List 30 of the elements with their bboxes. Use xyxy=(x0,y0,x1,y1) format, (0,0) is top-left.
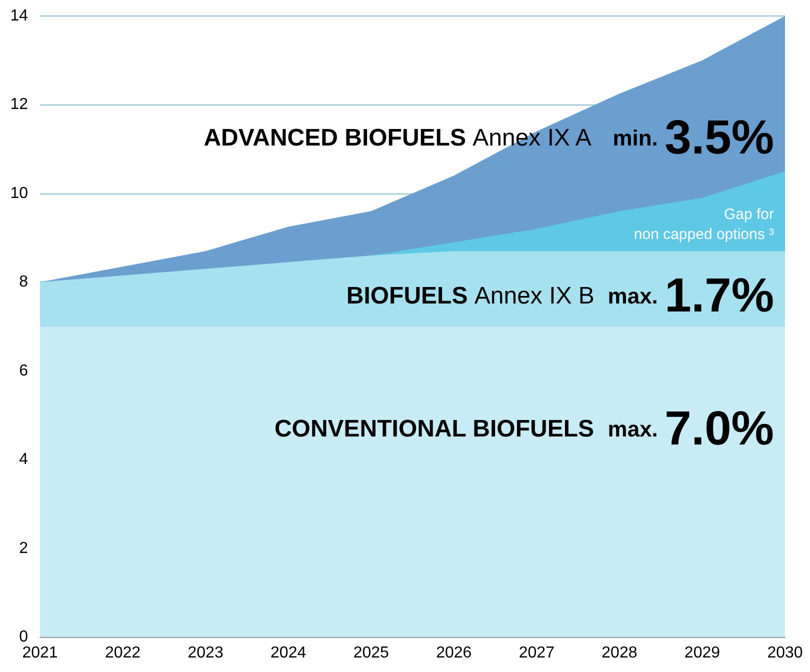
y-tick-label: 2 xyxy=(19,540,28,557)
y-tick-label: 14 xyxy=(10,8,28,24)
y-tick-label: 8 xyxy=(19,274,28,291)
x-tick-label: 2028 xyxy=(602,644,638,662)
annotation: 1.7% xyxy=(664,270,774,322)
annotation: BIOFUELS xyxy=(346,282,468,310)
x-tick-label: 2023 xyxy=(188,644,224,662)
annotation: min. xyxy=(612,126,658,150)
x-tick-label: 2027 xyxy=(518,644,555,662)
annotation: max. xyxy=(608,416,658,442)
annotation: ADVANCED BIOFUELS xyxy=(204,124,466,152)
x-tick-label: 2022 xyxy=(104,644,141,662)
annotation: 7.0% xyxy=(664,402,774,456)
y-tick-label: 12 xyxy=(10,96,28,114)
annotation: Gap for xyxy=(724,206,774,223)
x-tick-label: 2025 xyxy=(353,644,390,662)
annotation: Annex IX B xyxy=(474,282,594,310)
x-tick-label: 2024 xyxy=(270,644,306,662)
y-tick-label: 10 xyxy=(10,184,28,202)
annotation: 3.5% xyxy=(664,112,774,164)
x-tick-label: 2029 xyxy=(684,644,720,662)
x-tick-label: 2026 xyxy=(436,644,472,662)
annotation: CONVENTIONAL BIOFUELS xyxy=(274,416,594,442)
x-tick-label: 2030 xyxy=(767,644,803,662)
y-tick-label: 6 xyxy=(19,362,28,380)
annotation: non capped options ³ xyxy=(634,226,774,243)
x-tick-label: 2021 xyxy=(22,644,58,662)
y-tick-label: 4 xyxy=(19,451,28,468)
annotation: max. xyxy=(608,284,658,308)
y-tick-label: 0 xyxy=(19,628,28,646)
